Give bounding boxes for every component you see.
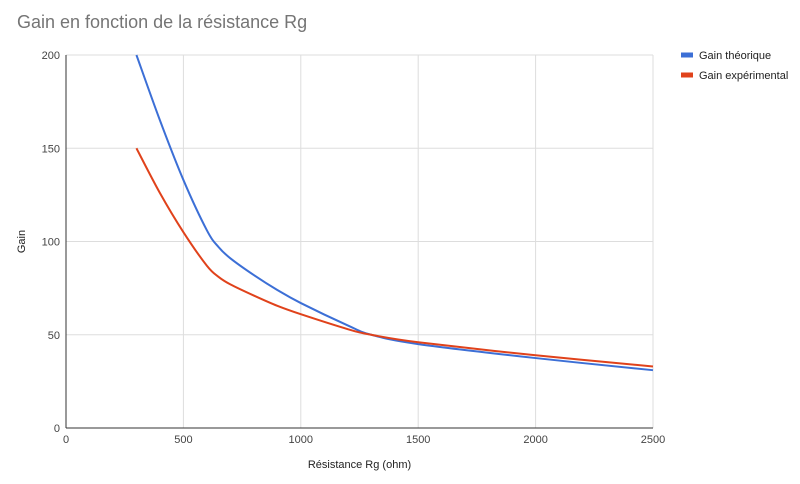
legend-swatch bbox=[681, 72, 693, 78]
y-axis-label: Gain bbox=[16, 230, 28, 253]
x-tick-label: 2500 bbox=[641, 434, 665, 446]
x-axis-label: Résistance Rg (ohm) bbox=[308, 459, 411, 471]
y-tick-label: 200 bbox=[42, 50, 60, 62]
series-line-2 bbox=[135, 147, 654, 368]
y-tick-label: 0 bbox=[54, 423, 60, 435]
legend-label: Gain théorique bbox=[699, 50, 771, 62]
legend-label: Gain expérimental bbox=[699, 70, 788, 82]
x-tick-label: 500 bbox=[174, 434, 192, 446]
legend-swatch bbox=[681, 52, 693, 58]
chart-title: Gain en fonction de la résistance Rg bbox=[17, 12, 308, 32]
y-tick-label: 50 bbox=[48, 330, 60, 342]
series-line-1 bbox=[135, 54, 654, 372]
y-tick-label: 100 bbox=[42, 237, 60, 249]
x-tick-label: 1500 bbox=[406, 434, 430, 446]
y-tick-label: 150 bbox=[42, 143, 60, 155]
x-tick-label: 0 bbox=[63, 434, 69, 446]
x-tick-label: 1000 bbox=[289, 434, 313, 446]
x-tick-label: 2000 bbox=[523, 434, 547, 446]
